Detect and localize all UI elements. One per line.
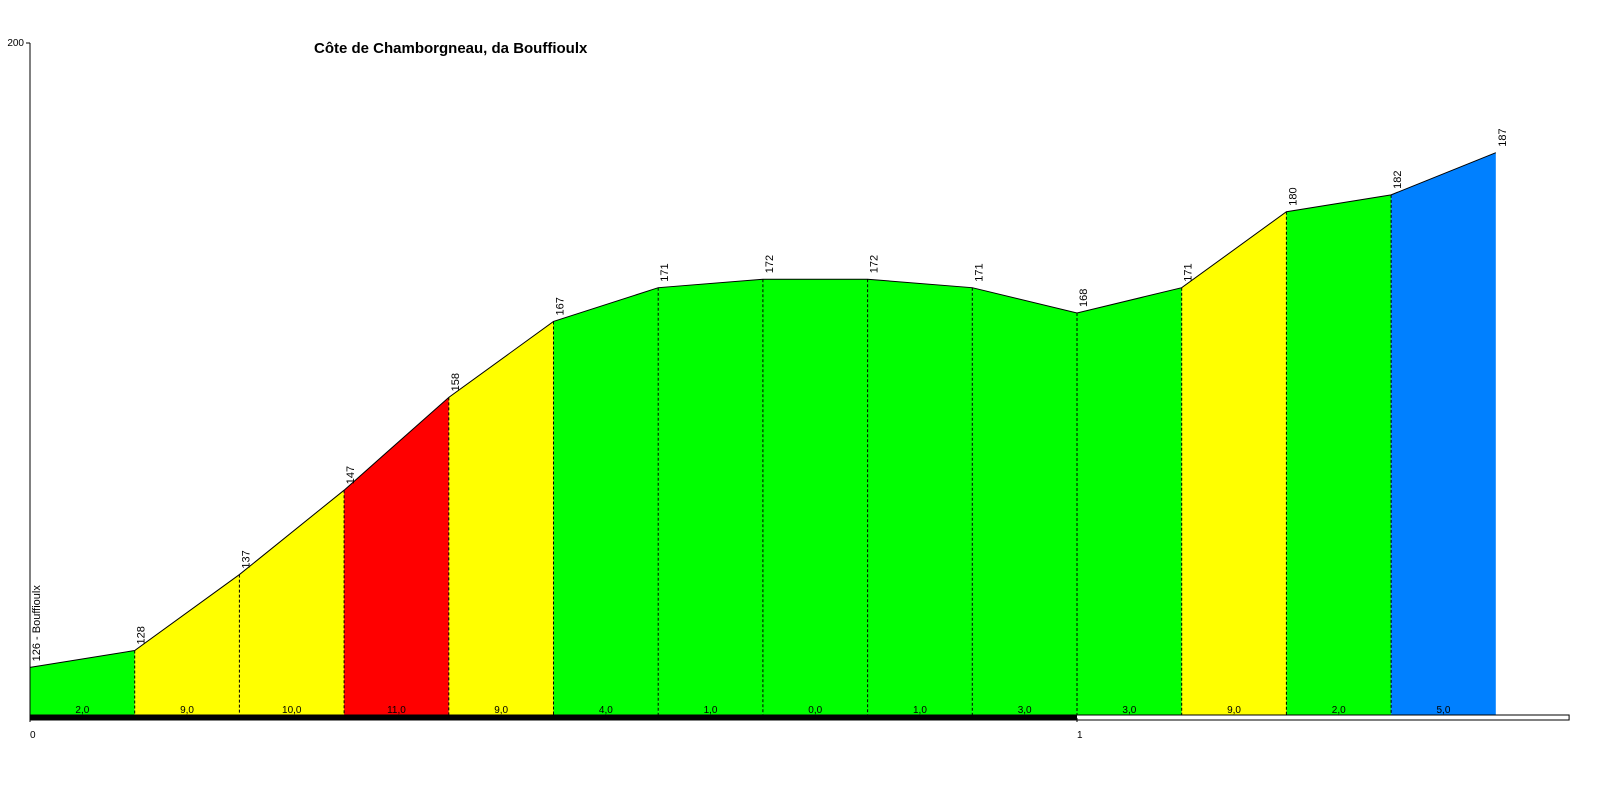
profile-segment [1077, 287, 1182, 718]
profile-segment [30, 650, 135, 718]
profile-segment [239, 490, 345, 718]
profile-segment [448, 321, 554, 718]
profile-segment [553, 287, 659, 718]
profile-segment [972, 287, 1077, 718]
profile-segment [762, 279, 868, 718]
profile-segment [658, 279, 763, 718]
y-tick-label: 200 [7, 38, 24, 49]
elevation-label: 172 [869, 255, 881, 273]
gradient-label: 9,0 [180, 705, 194, 716]
chart-title: Côte de Chamborgneau, da Bouffioulx [314, 40, 588, 57]
x-tick-label: 0 [30, 730, 36, 741]
elevation-label: 126 - Bouffioulx [31, 585, 43, 662]
elevation-label: 171 [659, 263, 671, 281]
profile-segment [1181, 211, 1287, 718]
elevation-label: 128 [136, 626, 148, 644]
gradient-label: 3,0 [1122, 705, 1136, 716]
elevation-label: 171 [1183, 263, 1195, 281]
elevation-label: 182 [1392, 171, 1404, 189]
elevation-label: 147 [345, 466, 357, 484]
elevation-label: 158 [450, 373, 462, 391]
elevation-label: 187 [1497, 128, 1509, 146]
profile-segment [1286, 194, 1392, 718]
gradient-label: 9,0 [1227, 705, 1241, 716]
gradient-label: 1,0 [704, 705, 718, 716]
profile-segment [344, 397, 449, 718]
x-axis-bar-fill [30, 715, 1077, 720]
profile-line [29, 152, 1496, 668]
gradient-label: 5,0 [1436, 705, 1450, 716]
profile-segment [134, 574, 240, 718]
elevation-label: 171 [973, 263, 985, 281]
elevation-label: 167 [555, 297, 567, 315]
gradient-label: 1,0 [913, 705, 927, 716]
gradient-label: 9,0 [494, 705, 508, 716]
gradient-label: 2,0 [1332, 705, 1346, 716]
elevation-label: 168 [1078, 289, 1090, 307]
profile-segment [867, 279, 973, 718]
elevation-label: 172 [764, 255, 776, 273]
gradient-label: 3,0 [1018, 705, 1032, 716]
gradient-label: 2,0 [75, 705, 89, 716]
gradient-label: 4,0 [599, 705, 613, 716]
x-tick-label: 1 [1077, 730, 1083, 741]
gradient-label: 0,0 [808, 705, 822, 716]
gradient-label: 10,0 [282, 705, 302, 716]
elevation-label: 137 [240, 550, 252, 568]
profile-segment [1391, 152, 1496, 718]
elevation-label: 180 [1287, 187, 1299, 205]
gradient-label: 11,0 [387, 705, 406, 716]
